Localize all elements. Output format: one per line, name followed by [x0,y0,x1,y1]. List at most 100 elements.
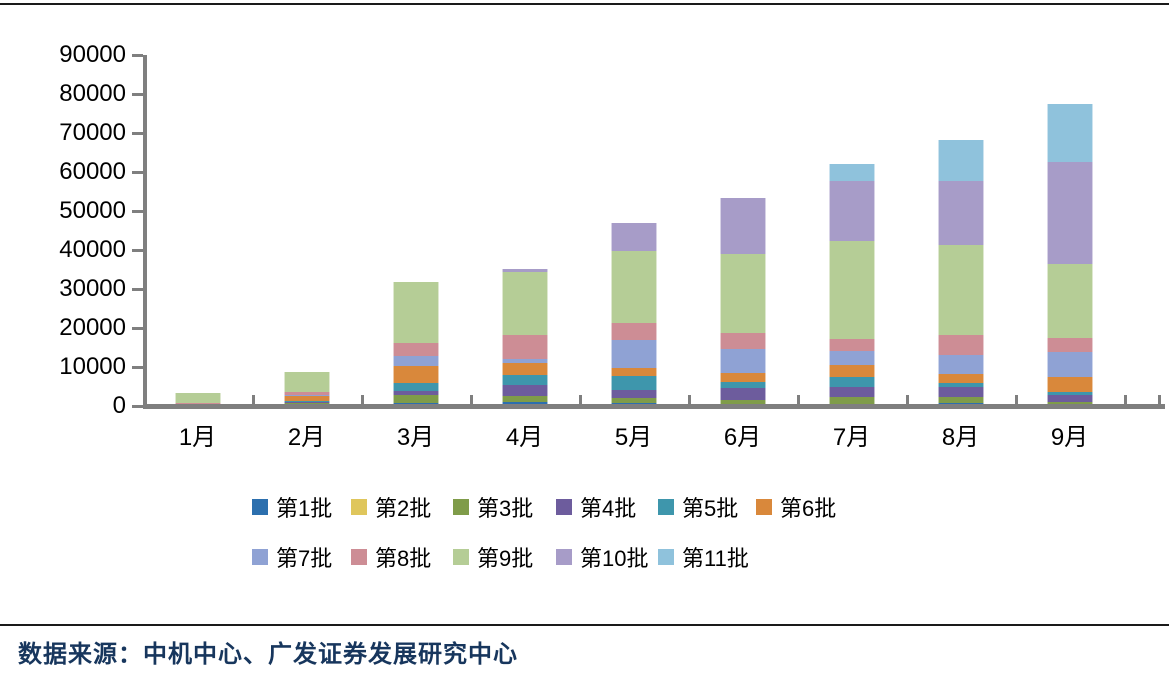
bar-segment-第5批 [283,400,330,402]
legend-swatch-icon [252,499,268,515]
bar-segment-第3批 [501,396,548,403]
legend-item-第8批: 第8批 [351,546,431,571]
legend-item-label: 第10批 [580,546,649,571]
bar-segment-第9批 [719,253,766,334]
bar-segment-第8批 [501,335,548,359]
stacked-bar-5月 [610,222,657,406]
bar-segment-第6批 [501,362,548,375]
x-axis-tick [579,395,582,404]
stacked-bar-8月 [937,139,984,406]
y-axis-tick-label: 80000 [59,80,126,107]
bar-segment-第4批 [392,390,439,396]
legend-item-label: 第2批 [375,496,432,521]
bar-segment-第8批 [1046,337,1093,353]
bar-segment-第7批 [610,339,657,368]
bar-segment-第9批 [501,271,548,336]
bar-segment-第4批 [283,401,330,404]
bar-segment-第4批 [828,387,875,398]
bar-segment-第4批 [937,387,984,398]
bar-segment-第7批 [501,358,548,363]
y-axis-tick [132,327,143,330]
bar-segment-第7批 [937,354,984,374]
x-axis-tick [797,395,800,404]
y-axis-tick-label: 30000 [59,275,126,302]
x-axis-line [143,404,1165,409]
legend-swatch-icon [351,549,367,565]
legend-item-label: 第8批 [375,546,432,571]
legend-item-第6批: 第6批 [756,496,836,521]
x-axis-tick [252,395,255,404]
legend-item-label: 第3批 [477,496,534,521]
legend-item-第5批: 第5批 [658,496,738,521]
bar-segment-第6批 [828,364,875,378]
bar-segment-第6批 [392,365,439,384]
bar-segment-第5批 [610,376,657,390]
bar-segment-第10批 [719,198,766,254]
legend-item-label: 第6批 [780,496,837,521]
legend-swatch-icon [252,549,268,565]
bar-segment-第3批 [937,397,984,404]
bar-segment-第5批 [937,382,984,388]
bar-segment-第8批 [283,391,330,395]
x-axis-category-label: 7月 [832,424,871,451]
y-axis-tick-label: 90000 [59,41,126,68]
bar-segment-第9批 [610,251,657,323]
y-axis-tick-label: 60000 [59,158,126,185]
legend-item-第7批: 第7批 [252,546,332,571]
x-axis-tick [361,395,364,404]
bar-segment-第8批 [937,334,984,355]
bar-segment-第10批 [501,269,548,272]
bar-segment-第4批 [719,388,766,400]
bar-segment-第6批 [937,374,984,383]
x-axis-category-label: 6月 [723,424,762,451]
x-axis-category-label: 4月 [505,424,544,451]
bar-segment-第7批 [283,394,330,397]
top-border-rule [0,3,1169,5]
y-axis-line [143,55,147,409]
bar-segment-第4批 [501,384,548,397]
bar-segment-第9批 [828,241,875,339]
bar-segment-第8批 [610,322,657,340]
bar-segment-第8批 [828,338,875,352]
y-axis-tick [132,288,143,291]
bar-segment-第11批 [828,163,875,181]
bar-segment-第3批 [828,397,875,404]
legend-item-第11批: 第11批 [658,546,749,571]
stacked-bar-2月 [283,372,330,406]
legend-item-第9批: 第9批 [453,546,533,571]
bar-segment-第4批 [1046,395,1093,403]
bar-segment-第9批 [937,244,984,335]
legend-swatch-icon [658,499,674,515]
legend-swatch-icon [453,549,469,565]
x-axis-tick [470,395,473,404]
bar-segment-第7批 [719,349,766,374]
x-axis-category-label: 2月 [287,424,326,451]
bar-segment-第9批 [1046,263,1093,338]
bar-segment-第6批 [610,367,657,377]
bar-segment-第8批 [719,333,766,350]
y-axis-tick-label: 40000 [59,236,126,263]
legend-swatch-icon [453,499,469,515]
y-axis-tick-label: 0 [112,392,126,419]
x-axis-category-label: 3月 [396,424,435,451]
stacked-bar-7月 [828,163,875,406]
x-axis-tick [1158,395,1161,404]
bar-segment-第7批 [392,356,439,366]
legend-item-label: 第11批 [682,546,749,571]
x-axis-tick [1124,395,1127,404]
source-divider-rule [0,624,1169,626]
x-axis-tick [906,395,909,404]
y-axis-tick-label: 10000 [59,353,126,380]
bar-segment-第8批 [392,343,439,357]
y-axis-tick [132,405,143,408]
legend-item-label: 第7批 [276,546,333,571]
bar-segment-第5批 [1046,391,1093,396]
bar-segment-第10批 [610,222,657,252]
x-axis-category-label: 5月 [614,424,653,451]
legend-item-label: 第5批 [682,496,739,521]
bar-segment-第5批 [828,377,875,388]
y-axis-tick-label: 50000 [59,197,126,224]
stacked-bar-9月 [1046,103,1093,406]
legend-swatch-icon [658,549,674,565]
